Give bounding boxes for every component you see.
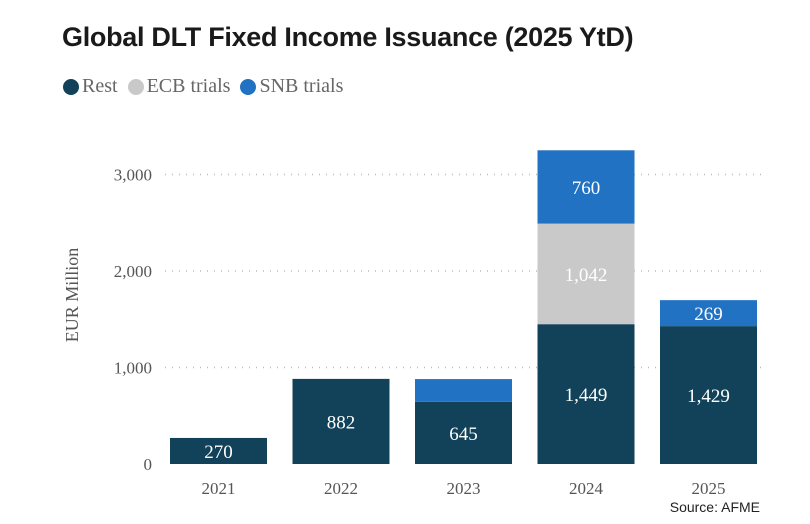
data-label: 1,429 xyxy=(687,386,730,407)
data-label: 645 xyxy=(449,424,478,445)
bar-segment xyxy=(537,324,635,464)
bar-segment xyxy=(660,300,757,327)
legend-item-rest: Rest xyxy=(63,75,118,98)
legend-item-ecb: ECB trials xyxy=(127,75,231,98)
x-tick-label: 2024 xyxy=(569,479,604,498)
data-label: 882 xyxy=(327,412,356,433)
x-tick-label: 2023 xyxy=(447,479,481,498)
bar-segment xyxy=(537,223,635,325)
legend: Rest ECB trials SNB trials xyxy=(63,75,343,98)
legend-label: Rest xyxy=(82,75,118,97)
x-tick-label: 2021 xyxy=(202,479,236,498)
data-label: 270 xyxy=(204,442,233,463)
legend-swatch xyxy=(63,78,79,95)
data-label: 269 xyxy=(694,304,723,325)
legend-swatch xyxy=(127,78,144,95)
bar-segment xyxy=(170,437,267,464)
y-tick-label: 3,000 xyxy=(114,166,152,185)
chart-title: Global DLT Fixed Income Issuance (2025 Y… xyxy=(62,22,634,52)
y-axis-label: EUR Million xyxy=(62,248,82,343)
bar-segment xyxy=(537,150,635,224)
legend-label: SNB trials xyxy=(259,75,344,97)
legend-swatch xyxy=(240,78,257,95)
legend-label: ECB trials xyxy=(146,75,231,97)
bar-segment xyxy=(415,379,512,402)
x-tick-label: 2022 xyxy=(324,479,358,498)
source-note: Source: AFME xyxy=(669,499,760,515)
x-tick-label: 2025 xyxy=(692,479,726,498)
bar-segment xyxy=(415,401,512,464)
data-label: 1,042 xyxy=(565,265,608,286)
data-label: 1,449 xyxy=(565,385,608,406)
y-tick-label: 1,000 xyxy=(114,359,152,378)
bar-segment xyxy=(292,378,390,464)
data-label: 760 xyxy=(572,178,601,199)
bar-segment xyxy=(660,326,757,464)
y-tick-label: 2,000 xyxy=(114,262,152,281)
y-tick-label: 0 xyxy=(144,455,153,474)
legend-item-snb: SNB trials xyxy=(240,75,343,98)
